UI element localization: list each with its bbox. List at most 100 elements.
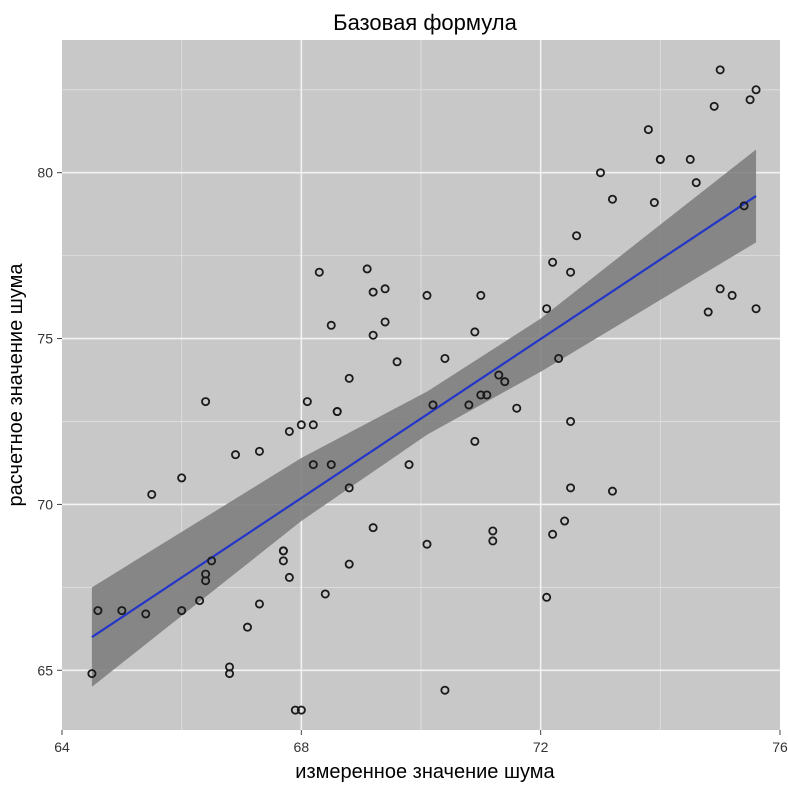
data-point — [691, 178, 701, 188]
data-point — [231, 450, 241, 460]
y-axis-ticks: 65 70 75 80 — [37, 165, 62, 678]
data-point — [715, 65, 725, 75]
data-point — [344, 483, 354, 493]
data-point — [332, 407, 342, 417]
data-point — [201, 569, 211, 579]
data-point — [500, 377, 510, 387]
y-tick-label: 65 — [37, 662, 53, 678]
data-point — [751, 304, 761, 314]
data-point — [284, 426, 294, 436]
data-point — [117, 606, 127, 616]
data-point — [278, 546, 288, 556]
y-axis-title: расчетное значение шума — [5, 263, 27, 507]
data-point — [548, 529, 558, 539]
data-point — [296, 420, 306, 430]
grid-major — [62, 40, 780, 730]
data-point — [207, 556, 217, 566]
data-point — [87, 669, 97, 679]
x-axis-ticks: 64 68 72 76 — [54, 730, 788, 755]
data-point — [404, 460, 414, 470]
data-point — [320, 589, 330, 599]
data-point — [368, 523, 378, 533]
data-point — [147, 489, 157, 499]
data-point — [326, 320, 336, 330]
data-point — [512, 403, 522, 413]
data-point — [554, 353, 564, 363]
chart-title: Базовая формула — [333, 10, 517, 35]
data-point — [368, 287, 378, 297]
data-point — [368, 330, 378, 340]
data-point — [344, 373, 354, 383]
data-point — [290, 705, 300, 715]
data-point — [482, 390, 492, 400]
data-point — [440, 353, 450, 363]
data-point — [470, 436, 480, 446]
y-tick-label: 75 — [37, 331, 53, 347]
data-point — [380, 284, 390, 294]
data-point — [560, 516, 570, 526]
y-tick-label: 70 — [37, 496, 53, 512]
data-point — [542, 592, 552, 602]
data-point — [494, 370, 504, 380]
data-point — [177, 473, 187, 483]
data-point — [440, 685, 450, 695]
data-point — [607, 194, 617, 204]
data-points — [87, 65, 761, 715]
data-point — [566, 483, 576, 493]
data-point — [566, 416, 576, 426]
confidence-band — [91, 149, 757, 687]
data-point — [201, 397, 211, 407]
data-point — [380, 317, 390, 327]
data-point — [751, 85, 761, 95]
data-point — [254, 599, 264, 609]
data-point — [566, 267, 576, 277]
data-point — [470, 327, 480, 337]
data-point — [344, 559, 354, 569]
data-point — [254, 446, 264, 456]
data-point — [308, 460, 318, 470]
x-axis-title: измеренное значение шума — [295, 761, 555, 783]
data-point — [607, 486, 617, 496]
data-point — [141, 609, 151, 619]
data-point — [392, 357, 402, 367]
fit-line — [91, 194, 757, 639]
data-point — [302, 397, 312, 407]
data-point — [242, 622, 252, 632]
data-point — [745, 95, 755, 105]
x-tick-label: 76 — [772, 739, 788, 755]
data-point — [464, 400, 474, 410]
data-point — [488, 526, 498, 536]
x-tick-label: 64 — [54, 739, 70, 755]
data-point — [422, 539, 432, 549]
data-point — [177, 606, 187, 616]
data-point — [488, 536, 498, 546]
data-point — [727, 290, 737, 300]
data-point — [703, 307, 713, 317]
data-point — [655, 154, 665, 164]
data-point — [195, 596, 205, 606]
data-point — [709, 101, 719, 111]
data-point — [422, 290, 432, 300]
x-tick-label: 72 — [533, 739, 549, 755]
data-point — [685, 154, 695, 164]
data-point — [476, 290, 486, 300]
data-point — [548, 257, 558, 267]
data-point — [596, 168, 606, 178]
data-point — [278, 556, 288, 566]
data-point — [326, 460, 336, 470]
data-point — [296, 705, 306, 715]
data-point — [428, 400, 438, 410]
data-point — [225, 669, 235, 679]
data-point — [542, 304, 552, 314]
y-tick-label: 80 — [37, 165, 53, 181]
data-point — [314, 267, 324, 277]
data-point — [476, 390, 486, 400]
data-point — [715, 284, 725, 294]
data-point — [572, 231, 582, 241]
data-point — [284, 572, 294, 582]
data-point — [93, 606, 103, 616]
data-point — [308, 420, 318, 430]
x-tick-label: 68 — [294, 739, 310, 755]
data-point — [643, 125, 653, 135]
